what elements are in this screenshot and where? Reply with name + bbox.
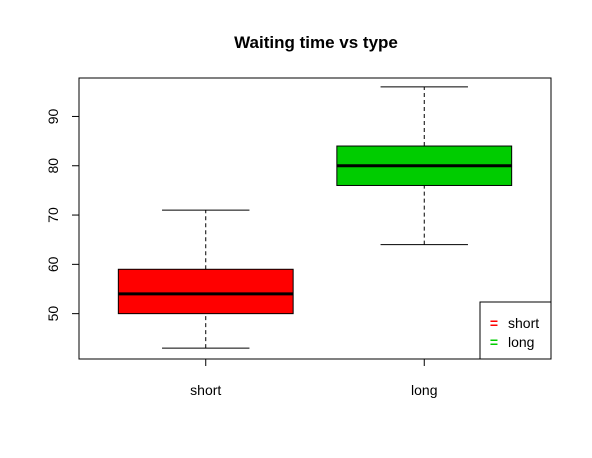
legend-symbol-long: = xyxy=(490,334,498,350)
box-short xyxy=(117,268,294,315)
y-tick-label-80: 80 xyxy=(45,158,61,174)
x-tick-label-short: short xyxy=(190,382,221,398)
legend-label-short: short xyxy=(508,315,539,331)
legend: = short = long xyxy=(479,301,552,360)
x-tick-label-long: long xyxy=(411,382,437,398)
chart-marks xyxy=(117,86,513,349)
y-tick-label-70: 70 xyxy=(45,207,61,223)
legend-box xyxy=(479,301,552,360)
y-axis: 50 60 70 80 90 xyxy=(45,108,80,322)
x-axis: short long xyxy=(190,359,437,398)
y-tick-label-50: 50 xyxy=(45,306,61,322)
y-tick-label-60: 60 xyxy=(45,256,61,272)
legend-symbol-short: = xyxy=(490,315,498,331)
legend-label-long: long xyxy=(508,334,534,350)
chart-title: Waiting time vs type xyxy=(234,33,398,52)
y-tick-label-90: 90 xyxy=(45,108,61,124)
